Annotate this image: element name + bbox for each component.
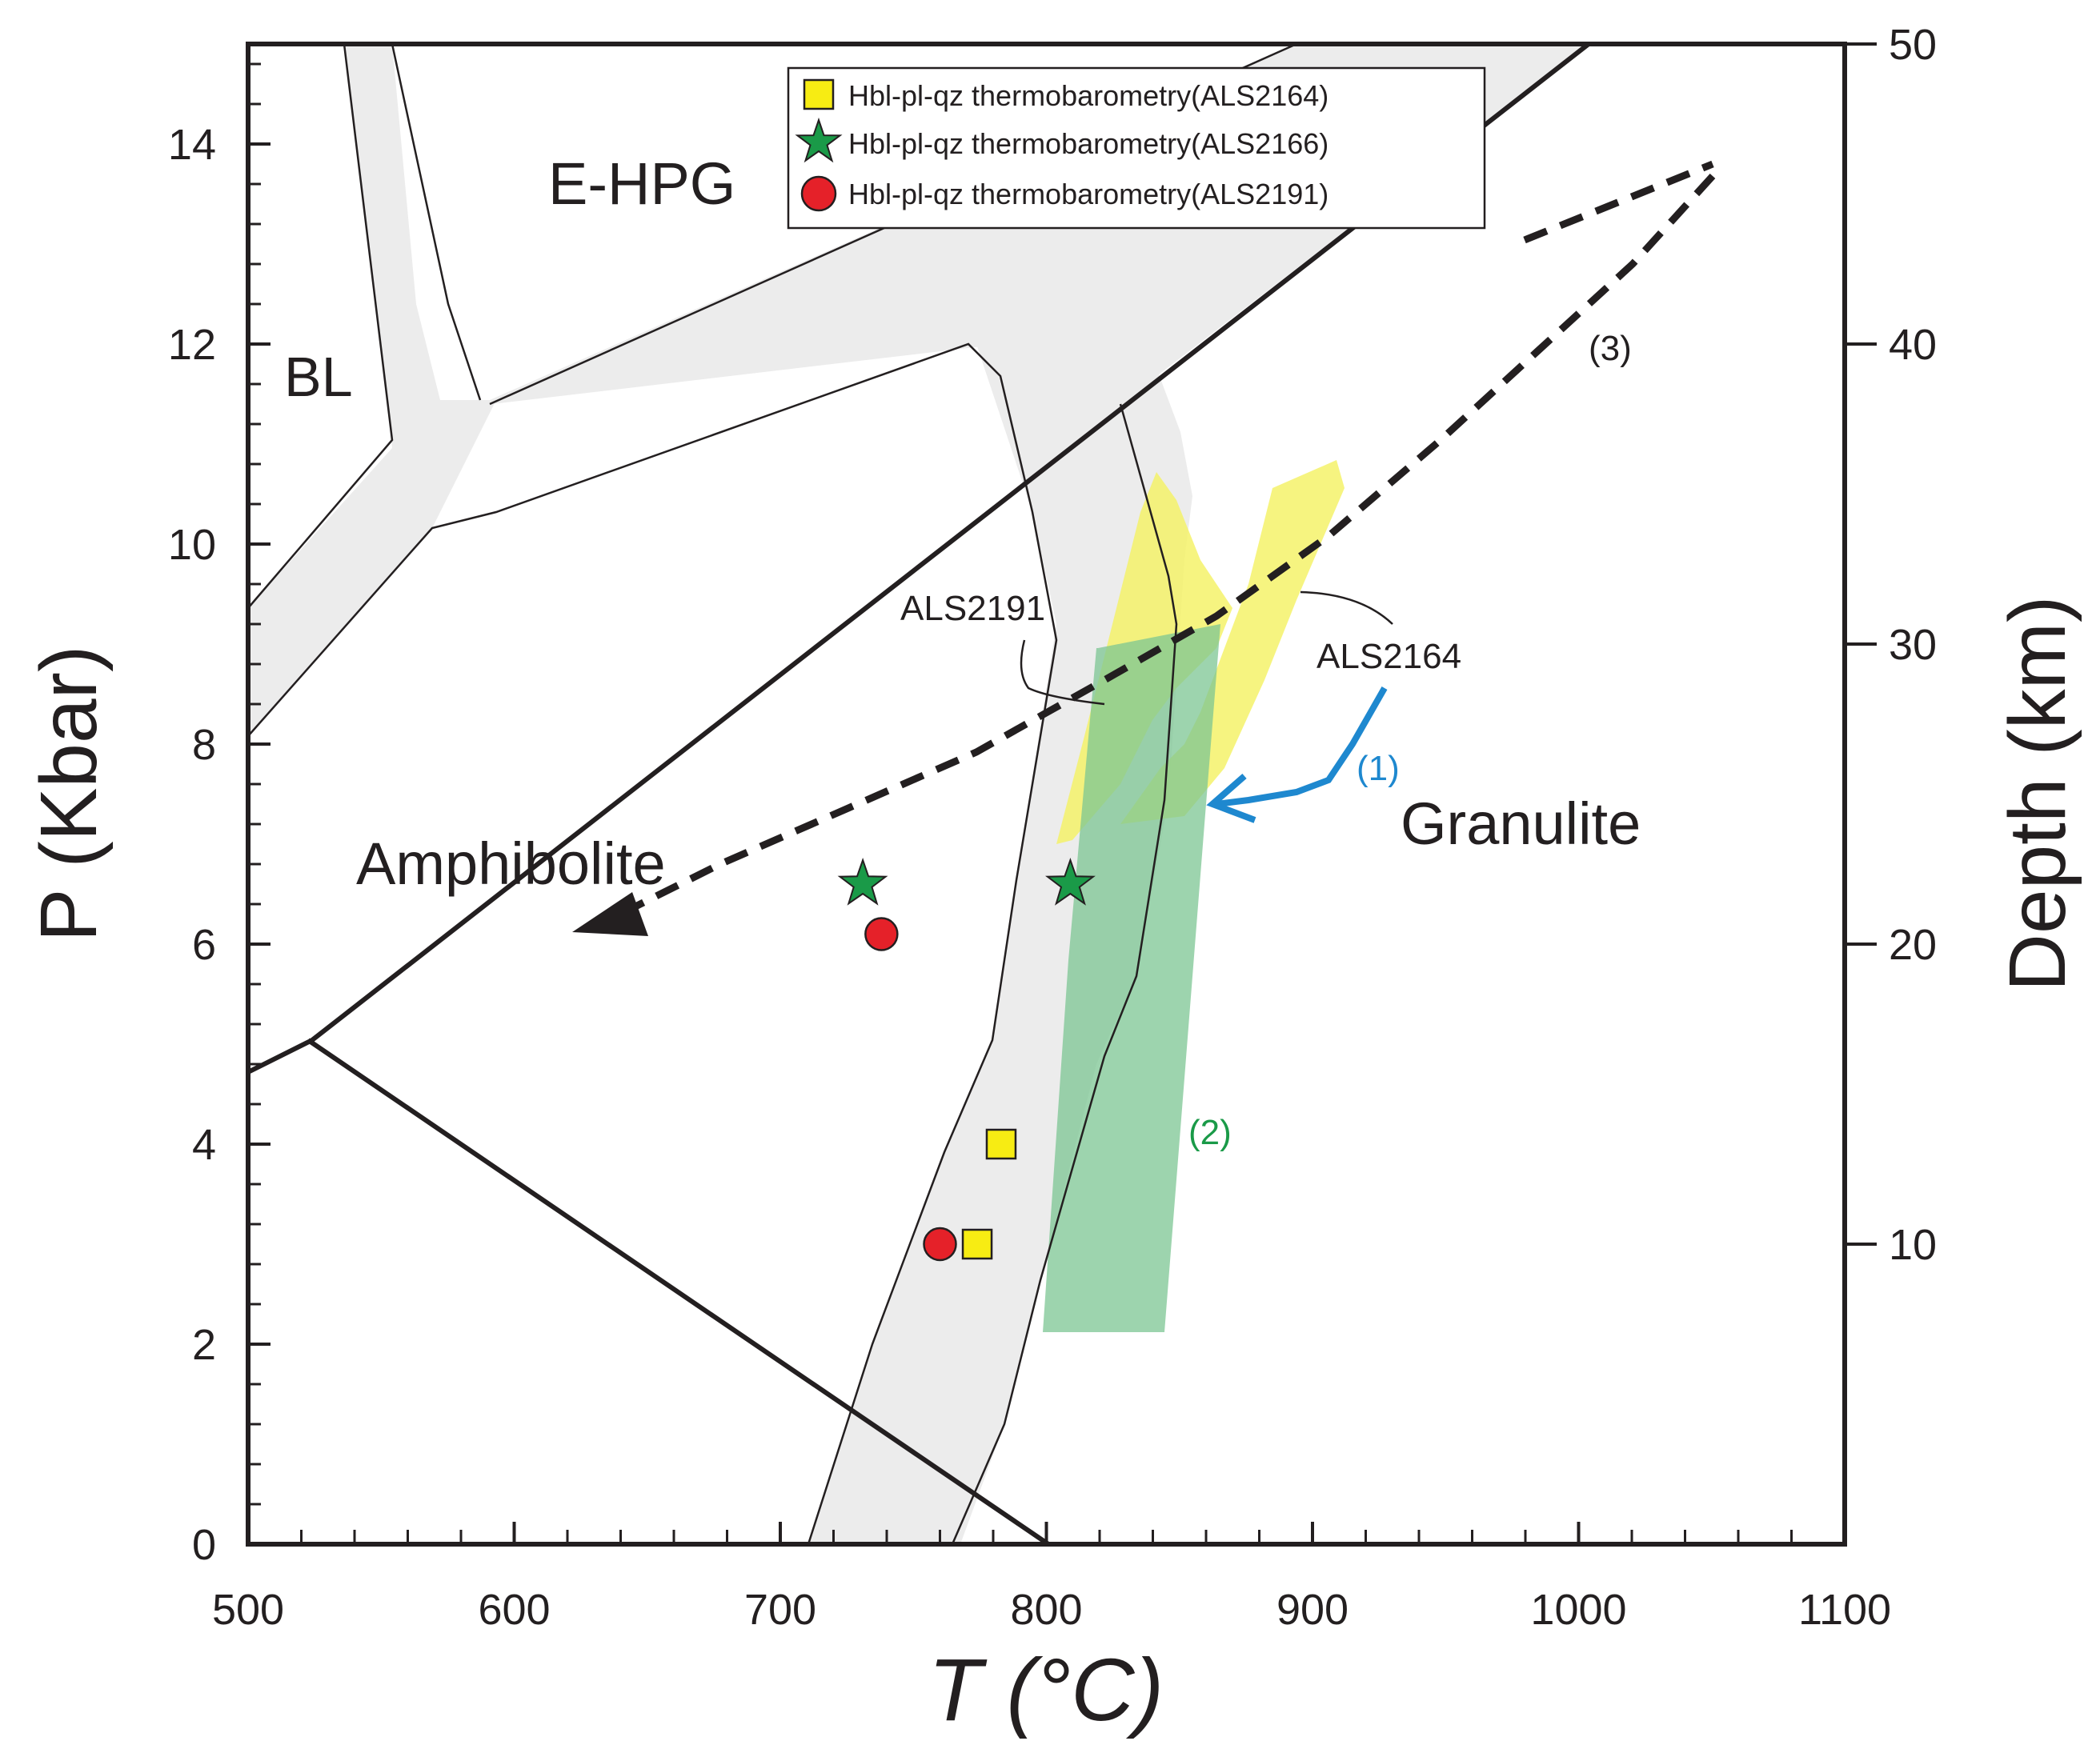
path-1-arrow	[1206, 686, 1388, 823]
ehpg-label: E-HPG	[548, 150, 735, 217]
point-square-1	[985, 1128, 1017, 1160]
y-tick-label: 14	[168, 121, 216, 169]
x-tick-label: 600	[478, 1586, 550, 1634]
legend-label-als2166: Hbl-pl-qz thermobarometry(ALS2166)	[848, 127, 1329, 160]
y-tick-label: 10	[168, 521, 216, 569]
y2-tick-label: 50	[1889, 21, 1937, 69]
y-tick-label: 4	[192, 1121, 216, 1169]
legend-label-als2191: Hbl-pl-qz thermobarometry(ALS2191)	[848, 178, 1329, 210]
legend-marker-square	[803, 78, 835, 110]
als2191-annotation: ALS2191	[900, 589, 1045, 628]
bl-label: BL	[284, 346, 353, 408]
legend-label-als2164: Hbl-pl-qz thermobarometry(ALS2164)	[848, 79, 1329, 112]
als2164-annotation: ALS2164	[1317, 637, 1461, 676]
y-axis-title: P (Kbar)	[24, 646, 114, 943]
point-star-1	[837, 857, 888, 906]
y2-tick-label: 40	[1889, 321, 1937, 369]
ehpg-lower-boundary	[247, 342, 1058, 1545]
y-tick-label: 2	[192, 1321, 216, 1369]
path-2-label: (2)	[1188, 1113, 1232, 1152]
y2-tick-label: 20	[1889, 921, 1937, 969]
axis-ticks	[246, 42, 1877, 1546]
y-tick-label: 12	[168, 321, 216, 369]
facies-lines	[246, 42, 1590, 1547]
y-tick-label: 6	[192, 921, 216, 969]
data-points	[837, 857, 1096, 1262]
amphibolite-lower-line	[307, 1038, 1050, 1547]
x-axis-title: T (°C)	[928, 1641, 1164, 1739]
x-tick-label: 500	[212, 1586, 284, 1634]
granulite-label: Granulite	[1401, 790, 1641, 857]
als2164-leader	[1300, 590, 1393, 625]
green-field	[1043, 624, 1220, 1332]
point-square-2	[961, 1228, 993, 1260]
x-tick-label: 1100	[1798, 1586, 1891, 1634]
path-3-arrowhead	[572, 892, 648, 936]
bl-right-boundary	[391, 43, 482, 401]
point-star-2	[1045, 857, 1096, 906]
legend: Hbl-pl-qz thermobarometry(ALS2164) Hbl-p…	[787, 66, 1486, 230]
amphibolite-label: Amphibolite	[356, 830, 666, 897]
y2-tick-label: 10	[1889, 1221, 1937, 1269]
y2-tick-label: 30	[1889, 621, 1937, 669]
granulite-inner-boundary	[951, 403, 1178, 1545]
bl-band	[248, 44, 1192, 1544]
dashed-path-main	[622, 173, 1716, 916]
x-tick-label: 900	[1276, 1586, 1349, 1634]
pt-path-3	[572, 160, 1716, 936]
dashed-path-upper	[1523, 160, 1714, 244]
x-tick-label: 800	[1010, 1586, 1082, 1634]
tick-labels: 500 600 700 800 900 1000 1100 0 2 4 6 8 10 12 14 10 20 30…	[168, 21, 1937, 1634]
y2-axis-title: Depth (km)	[1993, 596, 2082, 992]
legend-marker-star	[795, 117, 843, 163]
y-tick-label: 0	[192, 1521, 216, 1569]
bl-left-boundary	[247, 43, 394, 609]
path-3-label: (3)	[1589, 329, 1632, 368]
yellow-field-als2164	[1120, 460, 1345, 824]
y-tick-label: 8	[192, 721, 216, 769]
legend-box	[787, 66, 1486, 230]
als2191-leader	[1020, 639, 1105, 706]
legend-marker-circle	[800, 175, 837, 212]
path-1-label: (1)	[1357, 749, 1400, 788]
x-tick-label: 700	[744, 1586, 816, 1634]
x-tick-label: 1000	[1530, 1586, 1626, 1634]
point-circle-1	[864, 917, 899, 951]
point-circle-2	[923, 1227, 957, 1262]
